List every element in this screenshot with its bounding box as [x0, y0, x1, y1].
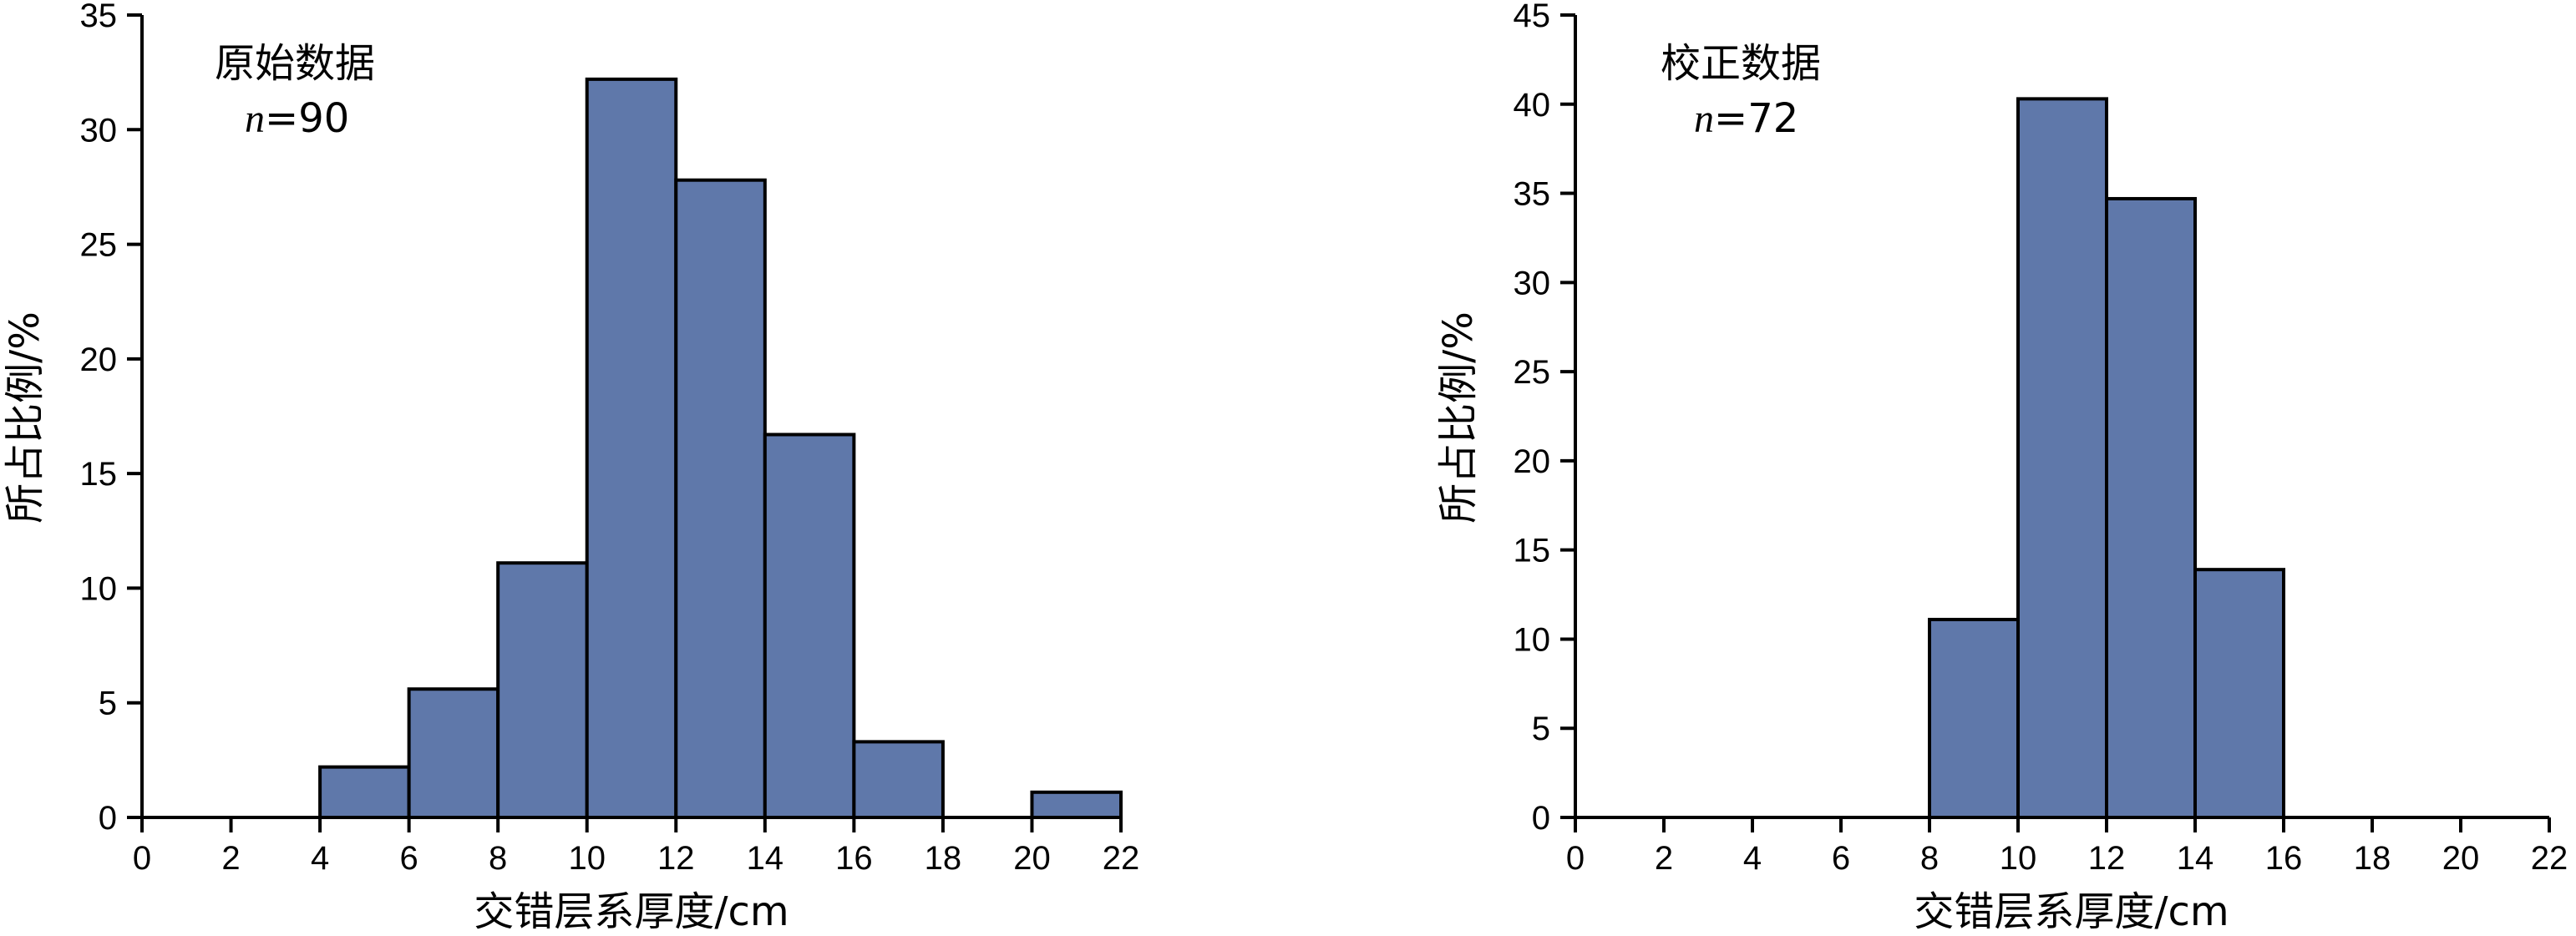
- y-tick-label-0: 0: [99, 800, 117, 837]
- y-tick-label-10: 10: [80, 570, 118, 607]
- y-tick-label-15: 15: [1514, 533, 1551, 569]
- x-tick-label-18: 18: [925, 840, 962, 877]
- histogram-corrected: 0 2 4 6 8 10 12 14 16 18 20 22 0 5 10 15 20 25 30 35 40 45 交…: [1435, 0, 2568, 935]
- x-tick-label-16: 16: [835, 840, 873, 877]
- x-tick-label-12: 12: [2088, 840, 2126, 877]
- y-tick-label-25: 25: [1514, 354, 1551, 391]
- bar-10-12: [2016, 97, 2108, 820]
- y-tick-label-15: 15: [80, 456, 118, 493]
- annotation-title: 原始数据: [215, 40, 375, 87]
- y-axis-label: 所占比例/%: [1435, 311, 1482, 524]
- sample-size: n=72: [1694, 95, 1798, 142]
- x-tick-label-8: 8: [1920, 840, 1939, 877]
- y-tick-label-0: 0: [1532, 800, 1550, 837]
- x-tick-label-10: 10: [568, 840, 606, 877]
- x-tick-label-12: 12: [657, 840, 695, 877]
- n-symbol: n: [1694, 97, 1714, 141]
- annotation-title: 校正数据: [1661, 40, 1821, 87]
- axes: [140, 15, 1121, 819]
- x-tick-label-20: 20: [2442, 840, 2480, 877]
- y-tick-label-35: 35: [80, 0, 118, 34]
- bar-12-14: [2105, 196, 2197, 819]
- y-tick-label-5: 5: [1532, 711, 1550, 747]
- x-tick-label-22: 22: [1103, 840, 1140, 877]
- n-value: =90: [265, 95, 349, 142]
- y-tick-label-35: 35: [1514, 176, 1551, 213]
- y-tick-label-5: 5: [99, 686, 117, 722]
- x-tick-label-4: 4: [311, 840, 329, 877]
- x-tick-label-10: 10: [2000, 840, 2037, 877]
- bar-20-22: [1030, 790, 1123, 819]
- bar-12-14: [674, 178, 767, 820]
- n-value: =72: [1714, 95, 1798, 142]
- histogram-original: 0 2 4 6 8 10 12 14 16 18 20 22 0 5 10 15 20 25 30 35 交错层系厚…: [2, 0, 1139, 935]
- x-tick-label-0: 0: [133, 840, 151, 877]
- y-tick-label-25: 25: [80, 227, 118, 264]
- y-tick-label-10: 10: [1514, 621, 1551, 658]
- y-tick-label-20: 20: [80, 342, 118, 378]
- x-tick-label-0: 0: [1566, 840, 1585, 877]
- bar-8-10: [1928, 617, 2020, 819]
- bar-14-16: [763, 433, 856, 819]
- y-tick-label-40: 40: [1514, 87, 1551, 124]
- y-ticks: 0 5 10 15 20 25 30 35 40 45: [1514, 0, 1575, 837]
- y-tick-label-45: 45: [1514, 0, 1551, 34]
- x-tick-label-14: 14: [2177, 840, 2214, 877]
- x-tick-label-2: 2: [1655, 840, 1673, 877]
- x-axis-label: 交错层系厚度/cm: [1914, 888, 2229, 935]
- x-tick-label-2: 2: [221, 840, 240, 877]
- y-tick-label-20: 20: [1514, 443, 1551, 480]
- bar-16-18: [852, 740, 945, 819]
- x-tick-label-22: 22: [2531, 840, 2568, 877]
- sample-size: n=90: [245, 95, 349, 142]
- bars: [318, 77, 1123, 820]
- bar-14-16: [2193, 568, 2285, 819]
- bar-10-12: [585, 77, 678, 819]
- axes: [1574, 15, 2549, 819]
- y-axis-label: 所占比例/%: [2, 311, 48, 524]
- x-tick-label-6: 6: [1832, 840, 1850, 877]
- x-ticks: 0 2 4 6 8 10 12 14 16 18 20 22: [133, 817, 1139, 877]
- x-tick-label-6: 6: [400, 840, 418, 877]
- x-tick-label-18: 18: [2354, 840, 2391, 877]
- x-ticks: 0 2 4 6 8 10 12 14 16 18 20 22: [1566, 817, 2568, 877]
- x-tick-label-16: 16: [2265, 840, 2303, 877]
- y-tick-label-30: 30: [80, 112, 118, 149]
- x-tick-label-14: 14: [747, 840, 784, 877]
- bar-8-10: [496, 561, 589, 819]
- y-tick-label-30: 30: [1514, 265, 1551, 301]
- x-tick-label-20: 20: [1013, 840, 1051, 877]
- bar-4-6: [318, 765, 411, 820]
- bar-6-8: [407, 687, 500, 819]
- x-tick-label-4: 4: [1743, 840, 1762, 877]
- n-symbol: n: [245, 97, 265, 141]
- y-ticks: 0 5 10 15 20 25 30 35: [80, 0, 142, 837]
- bars: [1928, 97, 2285, 820]
- x-axis-label: 交错层系厚度/cm: [474, 888, 789, 935]
- x-tick-label-8: 8: [489, 840, 507, 877]
